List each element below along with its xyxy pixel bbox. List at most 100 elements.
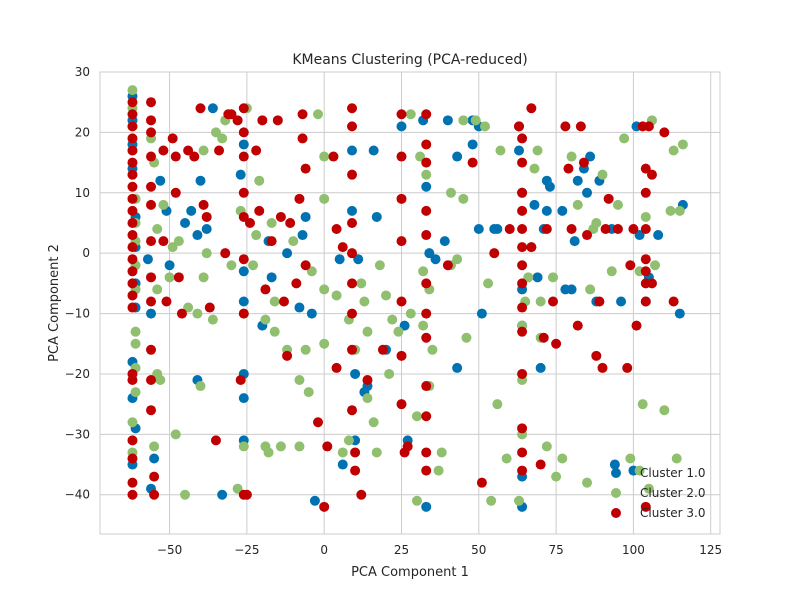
cluster-3-point (297, 109, 308, 120)
cluster-2-point (501, 453, 512, 464)
cluster-3-point (149, 489, 160, 500)
cluster-1-point (238, 266, 249, 277)
cluster-3-point (232, 115, 243, 126)
cluster-1-point (452, 151, 463, 162)
cluster-2-point (319, 193, 330, 204)
cluster-3-point (235, 375, 246, 385)
cluster-3-point (396, 109, 407, 120)
cluster-2-point (371, 447, 382, 458)
cluster-1-point (350, 368, 361, 379)
y-tick-label: −10 (65, 307, 90, 321)
cluster-2-point (167, 242, 178, 253)
cluster-3-point (548, 296, 559, 307)
cluster-3-point (275, 211, 286, 222)
cluster-1-point (142, 254, 153, 265)
cluster-3-point (300, 260, 311, 271)
cluster-3-point (517, 187, 528, 198)
cluster-2-point (405, 308, 416, 319)
cluster-2-point (130, 338, 141, 349)
cluster-2-point (418, 320, 429, 331)
cluster-1-point (235, 169, 246, 180)
cluster-1-point (634, 230, 645, 241)
cluster-3-point (254, 205, 265, 216)
cluster-2-point (232, 483, 243, 494)
cluster-1-point (149, 453, 160, 464)
cluster-3-point (272, 115, 283, 126)
cluster-3-point (640, 254, 651, 265)
cluster-1-point (155, 175, 166, 186)
cluster-3-point (127, 477, 138, 488)
cluster-1-point (300, 211, 311, 222)
cluster-3-point (551, 338, 562, 349)
cluster-3-point (127, 157, 138, 168)
cluster-3-point (127, 145, 138, 156)
cluster-3-point (421, 205, 432, 216)
cluster-2-point (183, 302, 194, 313)
cluster-3-point (146, 127, 157, 138)
cluster-3-point (421, 139, 432, 150)
cluster-1-point (609, 459, 620, 470)
cluster-3-point (149, 471, 160, 482)
x-tick-label: 75 (548, 543, 563, 557)
cluster-3-point (127, 290, 138, 301)
cluster-1-point (334, 254, 345, 265)
cluster-2-point (248, 260, 259, 271)
cluster-3-point (127, 230, 138, 241)
cluster-2-point (671, 453, 682, 464)
cluster-3-point (396, 193, 407, 204)
y-tick-label: 0 (82, 246, 90, 260)
cluster-2-point (650, 260, 661, 271)
cluster-2-point (529, 163, 540, 174)
cluster-2-point (198, 272, 209, 283)
cluster-3-point (347, 217, 358, 228)
cluster-3-point (127, 97, 138, 108)
cluster-2-point (625, 453, 636, 464)
cluster-3-point (526, 242, 537, 253)
cluster-2-point (251, 230, 262, 241)
cluster-3-point (127, 205, 138, 216)
cluster-3-point (127, 489, 138, 500)
cluster-2-point (387, 314, 398, 325)
cluster-3-point (146, 296, 157, 307)
y-tick-label: −40 (65, 488, 90, 502)
cluster-3-point (328, 151, 339, 162)
plot-frame (99, 71, 721, 535)
cluster-1-point (371, 211, 382, 222)
cluster-3-point (266, 236, 277, 247)
cluster-2-point (393, 326, 404, 337)
cluster-3-point (294, 193, 305, 204)
cluster-1-point (282, 248, 293, 259)
cluster-1-point (473, 224, 484, 235)
cluster-2-point (461, 332, 472, 343)
cluster-3-point (517, 157, 528, 168)
cluster-1-point (347, 145, 358, 156)
cluster-3-point (396, 296, 407, 307)
cluster-1-point (674, 308, 685, 319)
cluster-2-point (541, 441, 552, 452)
cluster-3-point (198, 199, 209, 210)
cluster-3-point (350, 465, 361, 476)
cluster-2-point (192, 308, 203, 319)
cluster-3-point (628, 224, 639, 235)
cluster-3-point (442, 260, 453, 271)
cluster-3-point (421, 447, 432, 458)
cluster-3-point (282, 350, 293, 361)
cluster-3-point (396, 399, 407, 410)
cluster-3-point (582, 230, 593, 241)
cluster-1-point (476, 308, 487, 319)
cluster-2-point (486, 495, 497, 506)
cluster-3-point (517, 423, 528, 434)
cluster-3-point (238, 211, 249, 222)
cluster-3-point (594, 296, 605, 307)
cluster-2-point (452, 254, 463, 265)
cluster-3-point (659, 127, 670, 138)
cluster-3-point (170, 187, 181, 198)
cluster-3-point (146, 405, 157, 416)
cluster-3-point (489, 248, 500, 259)
cluster-2-point (368, 417, 379, 428)
cluster-2-point (458, 115, 469, 126)
cluster-2-point (158, 199, 169, 210)
cluster-2-point (585, 284, 596, 295)
cluster-3-point (127, 121, 138, 132)
cluster-1-point (399, 320, 410, 331)
